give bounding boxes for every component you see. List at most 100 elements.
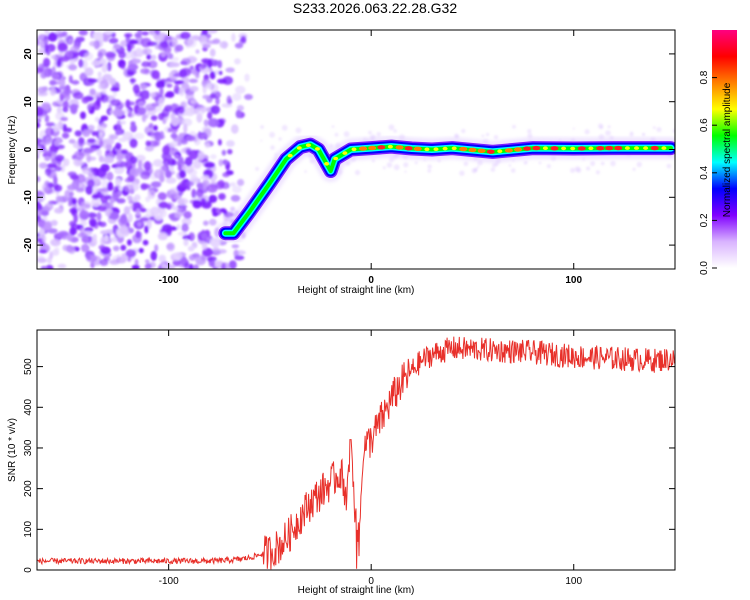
noise-blob (161, 263, 166, 269)
noise-blob (62, 100, 69, 109)
noise-blob (129, 138, 138, 148)
noise-blob (192, 159, 202, 170)
noise-blob (215, 96, 220, 106)
noise-blob (199, 34, 208, 42)
noise-blob (227, 98, 233, 105)
noise-blob (354, 169, 361, 176)
noise-blob (177, 105, 185, 115)
noise-blob (236, 105, 244, 112)
ridge-hotspot (342, 151, 348, 155)
noise-blob (96, 96, 101, 106)
noise-blob (166, 83, 173, 88)
noise-blob (144, 113, 149, 119)
noise-blob (343, 131, 350, 138)
noise-blob (37, 218, 45, 228)
noise-blob (71, 80, 80, 85)
ridge-hotspot (497, 149, 503, 153)
ridge-hotspot (614, 145, 623, 151)
noise-blob (175, 44, 184, 52)
x-tick-label: 0 (368, 576, 374, 587)
noise-blob (185, 91, 195, 101)
ridge-hotspot (650, 145, 659, 151)
noise-blob (120, 149, 129, 155)
noise-blob (461, 128, 466, 134)
noise-blob (155, 80, 166, 89)
noise-blob (546, 164, 552, 169)
noise-blob (100, 195, 109, 204)
noise-blob (81, 243, 90, 253)
noise-blob (41, 234, 47, 244)
noise-blob (149, 92, 157, 98)
noise-blob (73, 213, 78, 224)
noise-blob (231, 33, 236, 42)
noise-blob (237, 178, 245, 187)
noise-blob (87, 78, 98, 83)
noise-blob (125, 249, 137, 258)
noise-blob (166, 203, 172, 210)
noise-blob (90, 255, 98, 260)
noise-blob (91, 59, 102, 67)
noise-blob (154, 30, 161, 35)
noise-blob (158, 254, 167, 263)
spectrogram-noise (37, 30, 675, 269)
spectrogram-ridge (214, 133, 675, 245)
noise-blob (107, 181, 114, 191)
noise-blob (54, 140, 59, 147)
noise-blob (151, 70, 160, 80)
noise-blob (92, 184, 98, 195)
noise-blob (187, 245, 195, 252)
noise-blob (188, 149, 199, 160)
noise-blob (154, 214, 163, 221)
noise-blob (183, 211, 192, 219)
noise-blob (209, 218, 217, 226)
noise-blob (201, 232, 208, 240)
noise-blob (512, 124, 516, 129)
noise-blob (146, 54, 152, 60)
noise-blob (70, 174, 79, 180)
ridge-hotspot (634, 146, 639, 150)
noise-blob (209, 93, 217, 99)
ridge-hotspot (523, 146, 532, 151)
noise-blob (134, 258, 139, 267)
noise-blob (165, 264, 176, 269)
noise-blob (227, 149, 233, 155)
noise-blob (103, 234, 109, 242)
noise-blob (100, 230, 110, 235)
noise-blob (150, 250, 158, 261)
noise-blob (177, 141, 182, 146)
noise-blob (87, 179, 95, 188)
noise-blob (207, 59, 213, 69)
noise-blob (53, 175, 58, 185)
noise-blob (244, 94, 253, 100)
noise-blob (197, 151, 205, 161)
noise-blob (508, 164, 512, 167)
noise-blob (216, 249, 227, 254)
noise-blob (260, 139, 263, 142)
snr-y-ticks: 0 100 200 300 400 500 (23, 358, 675, 573)
noise-blob (158, 201, 169, 209)
noise-blob (39, 39, 47, 49)
noise-blob (144, 259, 150, 264)
noise-blob (100, 93, 109, 103)
noise-blob (218, 194, 224, 199)
noise-blob (69, 207, 77, 214)
noise-blob (97, 48, 107, 57)
noise-blob (204, 142, 211, 149)
x-tick-label: -100 (159, 275, 179, 286)
noise-blob (181, 57, 191, 66)
noise-blob (388, 124, 395, 131)
colorbar-bar (712, 30, 737, 268)
noise-blob (135, 154, 146, 163)
noise-blob (485, 132, 490, 137)
noise-blob (94, 117, 100, 122)
noise-blob (185, 107, 195, 117)
noise-blob (83, 52, 94, 61)
noise-blob (62, 132, 70, 139)
noise-blob (177, 199, 185, 205)
ridge-hotspot (661, 146, 667, 150)
y-tick-label: 300 (23, 439, 34, 456)
noise-blob (38, 228, 45, 236)
ridge-hotspot (561, 146, 567, 151)
noise-blob (91, 131, 98, 137)
noise-blob (666, 163, 672, 169)
